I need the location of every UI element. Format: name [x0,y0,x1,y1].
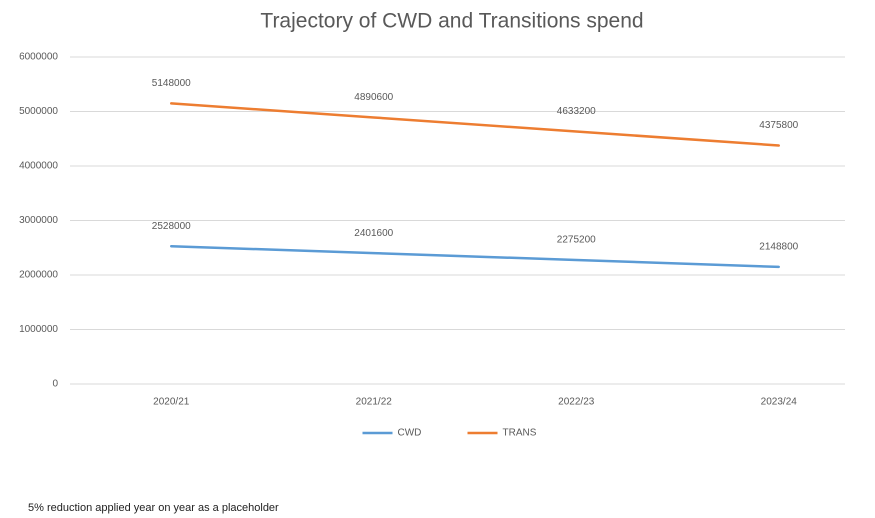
y-tick-label: 0 [52,379,58,390]
y-tick-label: 6000000 [19,52,58,63]
x-tick-label: 2021/22 [356,397,393,408]
chart-title: Trajectory of CWD and Transitions spend [260,10,643,33]
legend-label: TRANS [503,428,537,439]
data-label: 4633200 [557,106,596,117]
data-label: 4375800 [759,120,798,131]
data-label: 2275200 [557,235,596,246]
data-label: 4890600 [354,92,393,103]
y-tick-label: 1000000 [19,324,58,335]
y-tick-label: 2000000 [19,270,58,281]
x-tick-label: 2023/24 [761,397,798,408]
data-label: 5148000 [152,78,191,89]
footnote: 5% reduction applied year on year as a p… [28,502,279,514]
data-label: 2148800 [759,242,798,253]
series-line [170,102,780,147]
y-tick-label: 3000000 [19,215,58,226]
legend-label: CWD [398,428,422,439]
y-tick-label: 4000000 [19,161,58,172]
data-label: 2401600 [354,228,393,239]
data-label: 2528000 [152,221,191,232]
y-tick-label: 5000000 [19,106,58,117]
x-tick-label: 2022/23 [558,397,595,408]
series-line [170,244,780,269]
x-tick-label: 2020/21 [153,397,190,408]
